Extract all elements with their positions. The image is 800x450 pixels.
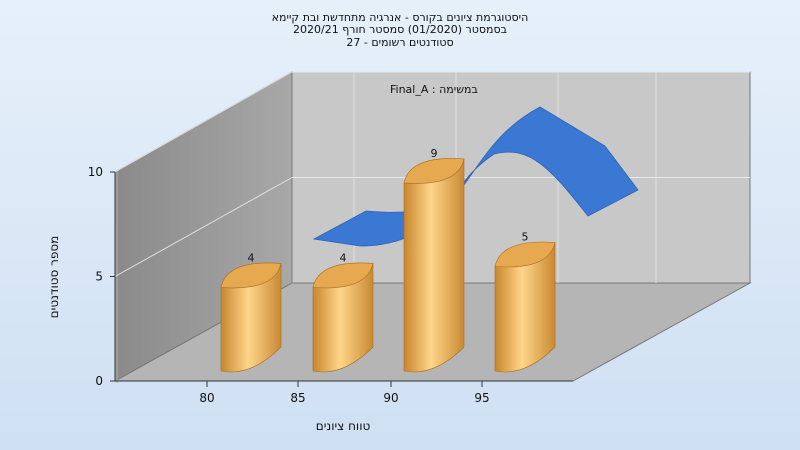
bar: 4 [312, 251, 374, 373]
grid-lines [114, 71, 750, 283]
chart-title-line-2: בסמסטר (01/2020) סמסטר חורף 2020/21 [293, 23, 507, 36]
bar-value-label: 4 [248, 251, 255, 264]
y-tick-label: 10 [88, 165, 103, 179]
bar-value-label: 9 [431, 147, 438, 160]
chart-annotation: Final_A : במשימה [390, 83, 478, 96]
bar-cap [494, 241, 556, 268]
x-tick-label: 90 [383, 391, 398, 405]
x-tick-label: 80 [199, 391, 214, 405]
left-wall-edge [115, 170, 118, 383]
bar-cap [220, 262, 282, 289]
x-tick-label: 85 [290, 391, 305, 405]
bar-value-label: 5 [522, 231, 529, 244]
chart-title-line-1: היסטוגרמת ציונים בקורס - אנרגיה מתחדשת ו… [271, 11, 529, 24]
x-axis-title: טווח ציונים [316, 419, 371, 433]
bar-cap [403, 158, 465, 184]
grid-line-side [114, 177, 293, 277]
bar: 5 [494, 231, 556, 373]
y-axis-title: מספר סטודנטים [47, 236, 61, 319]
bar-cap [312, 262, 374, 289]
bar: 9 [403, 147, 465, 373]
chart-title-line-3: סטודנטים רשומים - 27 [346, 36, 454, 49]
bar-body [403, 158, 465, 373]
bar-value-label: 4 [340, 251, 347, 264]
y-tick-label: 0 [95, 374, 103, 388]
bars-group: 4 4 9 5 [220, 147, 556, 373]
y-tick-label: 5 [95, 270, 103, 284]
bar: 4 [220, 251, 282, 373]
y-axis-ticks: 0 5 10 [88, 165, 116, 388]
grid-line-side [114, 71, 293, 173]
x-axis-ticks: 80 85 90 95 [115, 380, 573, 405]
x-tick-label: 95 [474, 391, 489, 405]
